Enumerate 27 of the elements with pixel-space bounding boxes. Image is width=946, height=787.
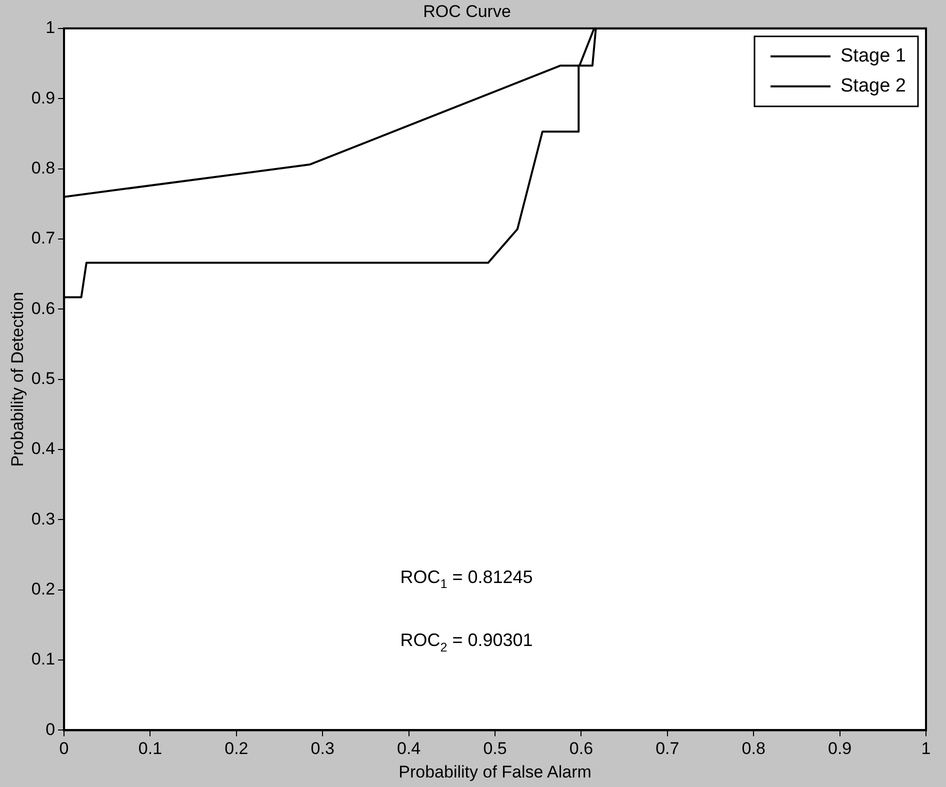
x-tick-label: 0.1 bbox=[138, 739, 162, 758]
y-tick-label: 0.9 bbox=[31, 88, 56, 108]
y-tick-label: 0.2 bbox=[31, 580, 56, 599]
x-tick-label: 1 bbox=[921, 739, 931, 758]
y-tick-label: 0.5 bbox=[31, 368, 56, 388]
x-tick-label: 0.3 bbox=[310, 739, 334, 758]
x-tick-label: 0 bbox=[59, 739, 69, 758]
x-tick-label: 0.7 bbox=[656, 739, 680, 758]
x-tick-label: 0.8 bbox=[742, 739, 766, 758]
x-tick-label: 0.5 bbox=[483, 739, 507, 758]
y-tick-label: 0.1 bbox=[31, 650, 56, 669]
chart-title: ROC Curve bbox=[423, 2, 511, 21]
x-axis-title: Probability of False Alarm bbox=[398, 762, 592, 782]
y-tick-label: 0.8 bbox=[31, 158, 56, 178]
legend-label: Stage 2 bbox=[840, 76, 906, 97]
x-tick-label: 0.2 bbox=[224, 739, 248, 758]
y-tick-label: 0.4 bbox=[31, 439, 56, 458]
y-tick-label: 1 bbox=[46, 18, 56, 38]
legend-label: Stage 1 bbox=[840, 46, 906, 67]
y-tick-label: 0 bbox=[46, 720, 56, 739]
y-tick-label: 0.6 bbox=[31, 298, 56, 318]
y-tick-label: 0.3 bbox=[31, 509, 56, 528]
x-tick-label: 0.6 bbox=[569, 739, 594, 758]
x-tick-label: 0.4 bbox=[397, 739, 421, 758]
x-tick-label: 0.9 bbox=[828, 739, 852, 758]
y-tick-label: 0.7 bbox=[31, 228, 56, 248]
y-axis-title: Probability of Detection bbox=[8, 292, 27, 467]
